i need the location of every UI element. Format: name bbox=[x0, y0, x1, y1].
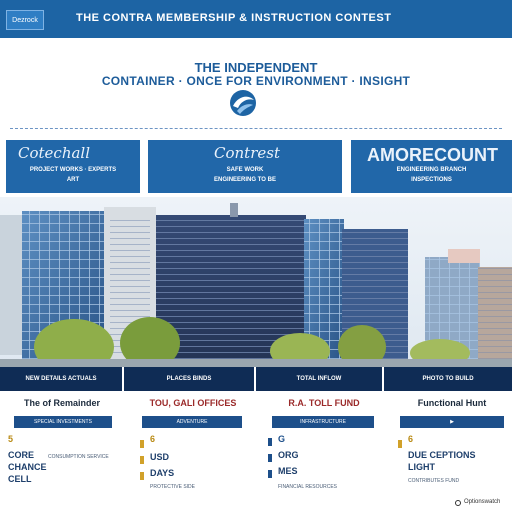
column-band[interactable]: ADVENTURE bbox=[142, 416, 242, 428]
info-column: TOU, GALI OFFICES ADVENTURE 6 USD DAYS P… bbox=[134, 394, 252, 512]
column-heading: TOU, GALI OFFICES bbox=[149, 398, 237, 408]
tile-caption: INSPECTIONS bbox=[411, 177, 452, 183]
column-subtext: CONSUMPTION SERVICE bbox=[48, 454, 109, 460]
service-tile[interactable]: Contrest SAFE WORK ENGINEERING TO BE bbox=[148, 140, 342, 193]
column-row: DUE CEPTIONS bbox=[408, 450, 476, 460]
column-row: MES bbox=[278, 466, 298, 476]
nav-item[interactable]: PLACES BINDS bbox=[124, 367, 256, 391]
circle-swoosh-icon bbox=[230, 90, 256, 116]
info-column: The of Remainder SPECIAL INVESTMENTS 5 C… bbox=[0, 394, 124, 512]
column-subtext: PROTECTIVE SIDE bbox=[150, 484, 196, 490]
bullet-icon bbox=[140, 472, 144, 480]
column-row: CHANCE bbox=[8, 462, 47, 472]
footer-note[interactable]: Optionswatch bbox=[464, 499, 501, 505]
tile-logo: Contrest bbox=[214, 144, 280, 162]
column-heading: The of Remainder bbox=[23, 398, 100, 408]
bullet-icon bbox=[268, 454, 272, 462]
tile-caption: ENGINEERING BRANCH bbox=[396, 167, 467, 173]
section-nav: NEW DETAILS ACTUALS PLACES BINDS TOTAL I… bbox=[0, 367, 512, 391]
share-icon[interactable] bbox=[455, 500, 461, 506]
info-column: Functional Hunt ▶ 6 DUE CEPTIONS LIGHT C… bbox=[392, 394, 512, 512]
bullet-icon bbox=[398, 440, 402, 448]
column-heading: Functional Hunt bbox=[417, 398, 487, 408]
column-row: ORG bbox=[278, 450, 299, 460]
tile-caption: SAFE WORK bbox=[226, 167, 264, 173]
brand-logo[interactable]: Dezrock bbox=[6, 10, 44, 30]
tile-caption: PROJECT WORKS · EXPERTS bbox=[29, 167, 117, 173]
column-row: LIGHT bbox=[408, 462, 435, 472]
column-band[interactable]: INFRASTRUCTURE bbox=[272, 416, 374, 428]
bullet-icon bbox=[140, 456, 144, 464]
tile-caption: ART bbox=[66, 177, 80, 183]
play-button[interactable]: ▶ bbox=[400, 416, 504, 428]
column-subtext: FINANCIAL RESOURCES bbox=[278, 484, 337, 490]
tile-caption: ENGINEERING TO BE bbox=[214, 177, 276, 183]
service-tile[interactable]: AMORECOUNT ENGINEERING BRANCH INSPECTION… bbox=[351, 140, 512, 193]
column-row: DAYS bbox=[150, 468, 175, 478]
top-bar: Dezrock THE CONTRA MEMBERSHIP & INSTRUCT… bbox=[0, 0, 512, 38]
header-title: THE CONTRA MEMBERSHIP & INSTRUCTION CONT… bbox=[76, 12, 392, 24]
nav-item[interactable]: TOTAL INFLOW bbox=[256, 367, 384, 391]
service-tile[interactable]: Cotechall PROJECT WORKS · EXPERTS ART bbox=[6, 140, 140, 193]
column-row: CORE bbox=[8, 450, 35, 460]
column-band[interactable]: SPECIAL INVESTMENTS bbox=[14, 416, 112, 428]
column-number: 6 bbox=[408, 434, 414, 444]
column-row: USD bbox=[150, 452, 170, 462]
info-column: R.A. TOLL FUND INFRASTRUCTURE G ORG MES … bbox=[262, 394, 386, 512]
hero-photo bbox=[0, 197, 512, 367]
bullet-icon bbox=[268, 438, 272, 446]
column-number: 5 bbox=[8, 434, 14, 444]
tile-logo: Cotechall bbox=[18, 144, 91, 162]
column-row: CELL bbox=[8, 474, 32, 484]
hero-subtitle: CONTAINER · ONCE FOR ENVIRONMENT · INSIG… bbox=[101, 74, 411, 88]
nav-item[interactable]: PHOTO TO BUILD bbox=[422, 376, 474, 382]
tile-logo: AMORECOUNT bbox=[367, 145, 498, 165]
column-number: G bbox=[278, 434, 286, 444]
column-number: 6 bbox=[150, 434, 156, 444]
divider bbox=[10, 128, 502, 129]
bullet-icon bbox=[140, 440, 144, 448]
hero-title: THE INDEPENDENT bbox=[194, 60, 318, 75]
column-subtext: CONTRIBUTES FUND bbox=[408, 478, 460, 484]
nav-item[interactable]: NEW DETAILS ACTUALS bbox=[0, 367, 124, 391]
column-heading: R.A. TOLL FUND bbox=[288, 398, 360, 408]
bullet-icon bbox=[268, 470, 272, 478]
